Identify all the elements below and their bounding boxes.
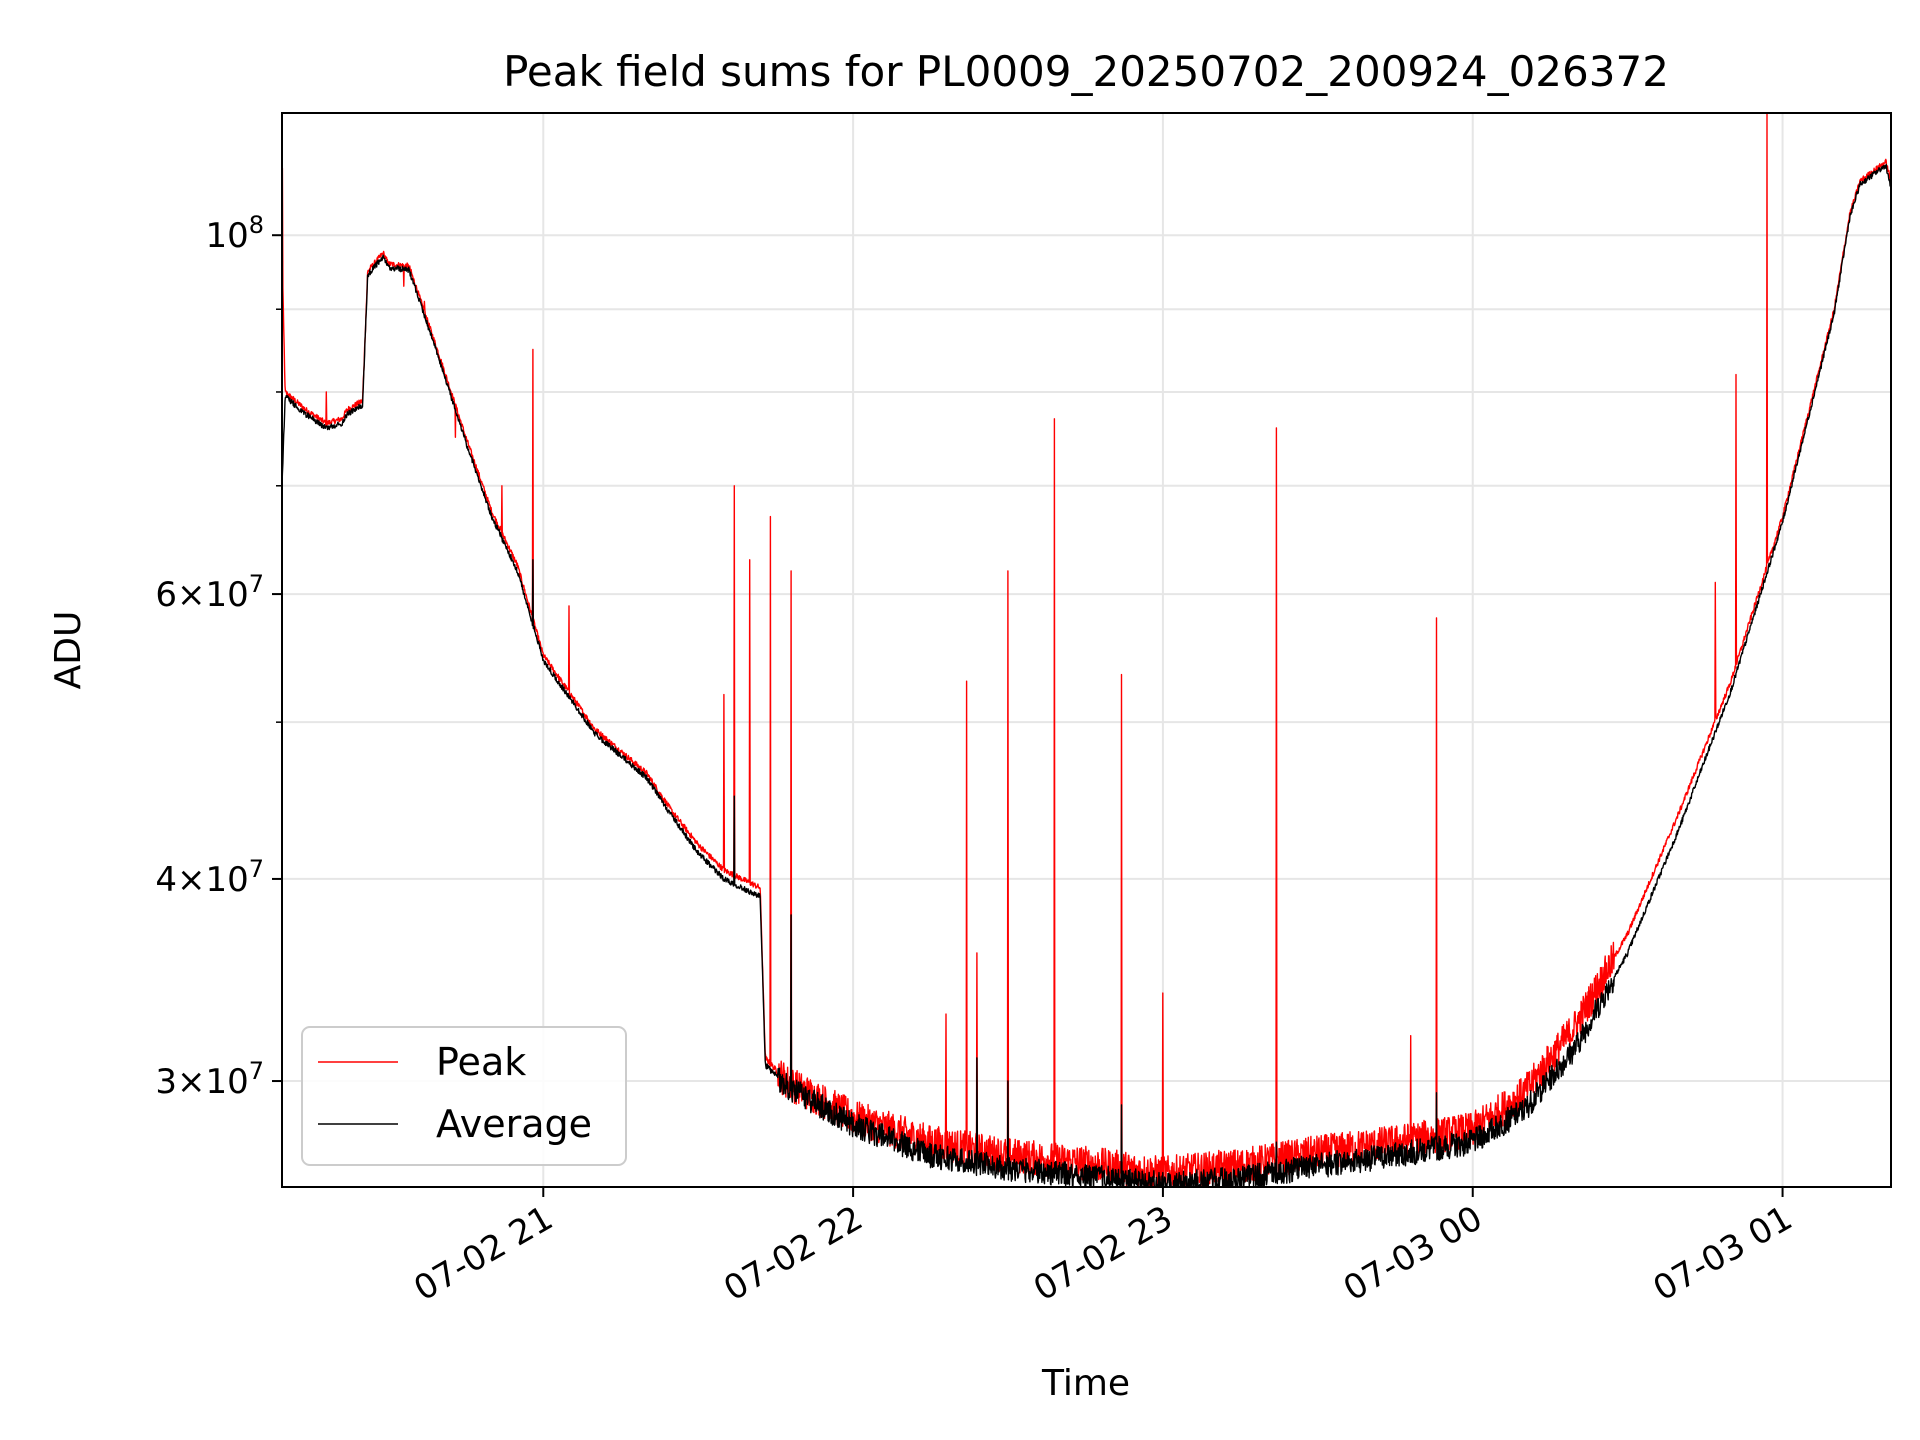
y-tick-base: 10 xyxy=(205,216,248,256)
x-axis-title: Time xyxy=(1041,1363,1130,1404)
y-tick-exponent: 8 xyxy=(249,211,264,239)
legend-label-peak: Peak xyxy=(436,1040,526,1084)
y-tick-times: × xyxy=(177,860,206,900)
y-tick-exponent: 7 xyxy=(249,570,264,598)
series-line-peak xyxy=(282,113,1891,1187)
series-line-average xyxy=(282,163,1891,1187)
y-tick-mantissa: 3 xyxy=(155,1062,177,1102)
grid xyxy=(282,113,1891,1187)
y-tick-base: 10 xyxy=(205,1062,248,1102)
legend-label-average: Average xyxy=(436,1102,592,1146)
y-tick-label: 4×107 xyxy=(155,855,264,900)
y-tick-exponent: 7 xyxy=(249,1057,264,1085)
y-tick-base: 10 xyxy=(205,575,248,615)
y-tick-base: 10 xyxy=(205,860,248,900)
y-tick-mantissa: 6 xyxy=(155,575,177,615)
chart-title: Peak field sums for PL0009_20250702_2009… xyxy=(503,47,1669,96)
y-tick-label: 3×107 xyxy=(155,1057,264,1102)
y-axis-title: ADU xyxy=(48,611,89,690)
legend: Peak Average xyxy=(301,1026,627,1166)
plot-lines xyxy=(282,113,1891,1187)
y-tick-times: × xyxy=(177,1062,206,1102)
y-tick-exponent: 7 xyxy=(249,855,264,883)
y-tick-times: × xyxy=(177,575,206,615)
y-tick-label: 6×107 xyxy=(155,570,264,615)
y-tick-mantissa: 4 xyxy=(155,860,177,900)
y-tick-label: 108 xyxy=(205,211,264,256)
plot-frame xyxy=(281,112,1892,1188)
